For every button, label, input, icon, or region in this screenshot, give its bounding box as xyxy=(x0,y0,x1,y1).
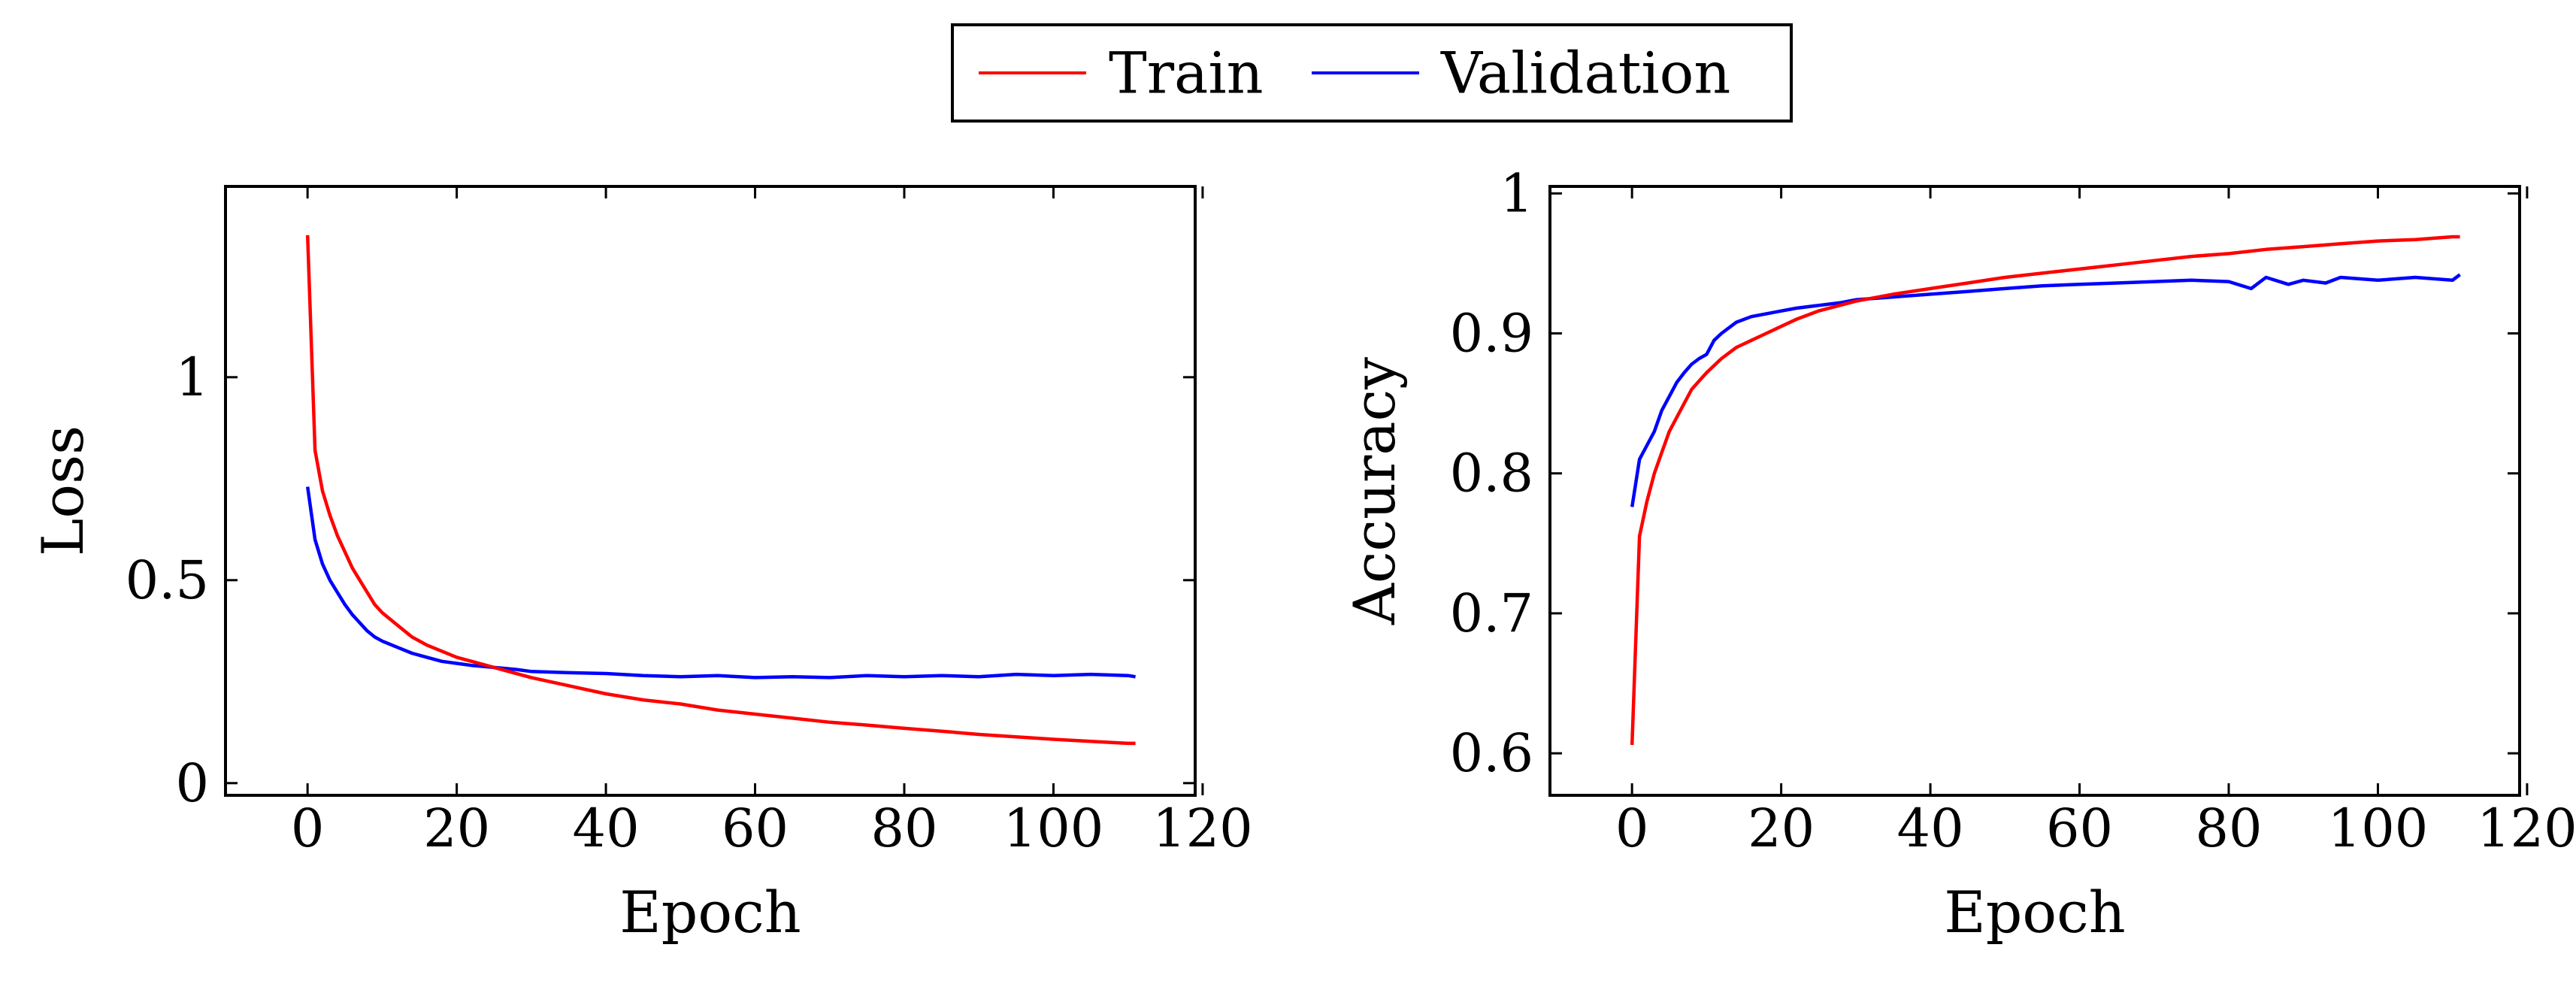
loss-line-train xyxy=(305,235,1136,746)
accuracy-series xyxy=(1630,235,2461,746)
legend: Train Validation xyxy=(951,23,1793,123)
accuracy-x-tick-label: 20 xyxy=(1748,798,1815,859)
legend-label-train: Train xyxy=(1109,40,1264,107)
accuracy-tick-labels: 0 20 40 60 80 100 120 0.6 0.7 0.8 0.9 1 xyxy=(1450,162,2576,859)
loss-x-axis-title: Epoch xyxy=(619,879,801,946)
accuracy-x-tick-label: 80 xyxy=(2195,798,2262,859)
accuracy-y-tick-label: 0.8 xyxy=(1450,443,1533,504)
accuracy-plot-frame xyxy=(1548,185,2521,797)
loss-line-validation xyxy=(305,486,1136,680)
accuracy-x-tick-label: 100 xyxy=(2328,798,2429,859)
accuracy-x-axis-title: Epoch xyxy=(1944,879,2125,946)
loss-y-tick-label: 0 xyxy=(175,752,209,814)
loss-y-tick-label: 0.5 xyxy=(126,549,209,611)
accuracy-ticks xyxy=(1550,186,2529,795)
accuracy-line-train xyxy=(1630,235,2460,746)
accuracy-y-tick-label: 0.9 xyxy=(1450,303,1533,365)
loss-x-tick-label: 120 xyxy=(1152,798,1253,859)
loss-x-tick-label: 40 xyxy=(573,798,640,859)
loss-x-tick-label: 20 xyxy=(423,798,490,859)
loss-x-tick-label: 100 xyxy=(1003,798,1104,859)
loss-x-tick-label: 80 xyxy=(870,798,937,859)
accuracy-line-validation xyxy=(1630,273,2461,507)
accuracy-y-axis-title: Accuracy xyxy=(1341,357,1408,625)
loss-chart: 0 20 40 60 80 100 120 0 0.5 1 Epoch Loss xyxy=(29,185,1253,946)
loss-series xyxy=(305,235,1136,746)
accuracy-y-tick-label: 0.6 xyxy=(1450,722,1533,784)
loss-y-tick-label: 1 xyxy=(175,347,209,408)
accuracy-y-tick-label: 1 xyxy=(1500,162,1533,224)
accuracy-x-tick-label: 60 xyxy=(2046,798,2113,859)
loss-x-tick-label: 60 xyxy=(722,798,789,859)
accuracy-x-tick-label: 120 xyxy=(2477,798,2576,859)
loss-plot-frame xyxy=(224,185,1197,797)
loss-x-tick-label: 0 xyxy=(291,798,325,859)
loss-ticks xyxy=(226,186,1204,795)
accuracy-chart: 0 20 40 60 80 100 120 0.6 0.7 0.8 0.9 1 Epoch Accur… xyxy=(1341,162,2576,946)
accuracy-x-tick-label: 40 xyxy=(1897,798,1964,859)
accuracy-x-tick-label: 0 xyxy=(1615,798,1649,859)
loss-y-axis-title: Loss xyxy=(29,425,96,556)
legend-label-validation: Validation xyxy=(1440,40,1730,107)
accuracy-y-tick-label: 0.7 xyxy=(1450,583,1533,644)
loss-tick-labels: 0 20 40 60 80 100 120 0 0.5 1 xyxy=(126,347,1253,859)
